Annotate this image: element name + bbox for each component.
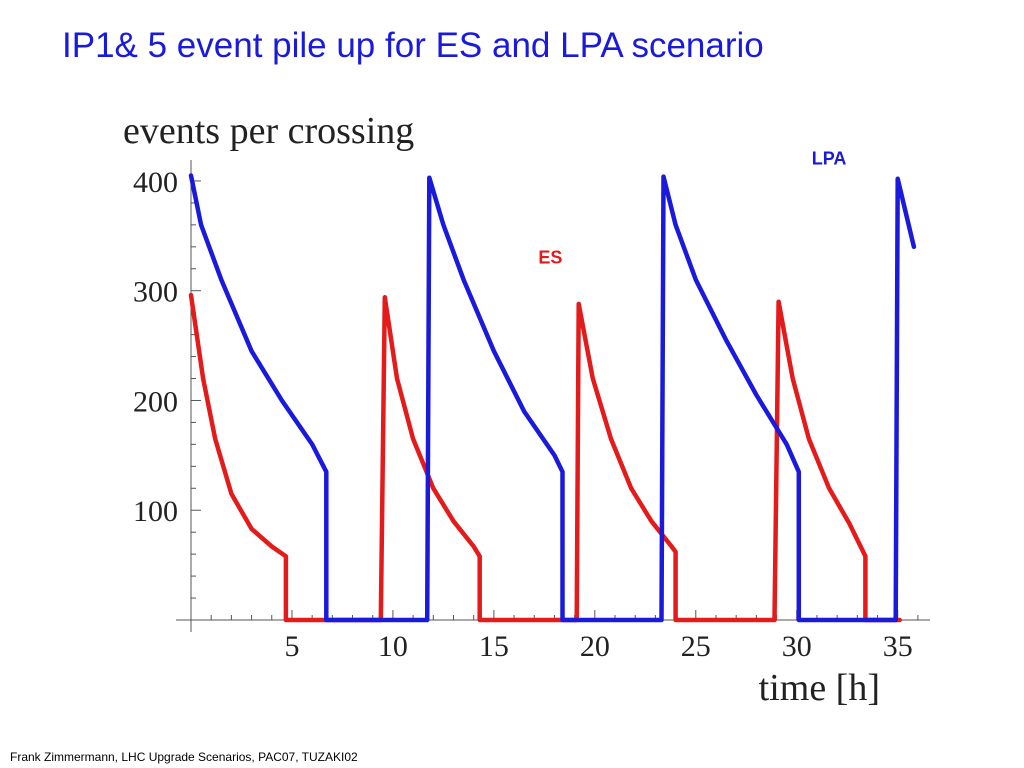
x-tick-label: 5 xyxy=(284,630,299,663)
x-tick-label: 25 xyxy=(681,630,711,663)
x-tick-label: 35 xyxy=(883,630,913,663)
y-tick-label: 300 xyxy=(133,276,178,309)
y-tick-label: 100 xyxy=(133,495,178,528)
series-line-es xyxy=(188,292,902,623)
annotations: LPA ES xyxy=(538,148,846,267)
chart-title: events per crossing xyxy=(123,110,414,152)
series-label-lpa: LPA xyxy=(812,148,847,168)
axes xyxy=(176,160,930,632)
x-tick-label: 30 xyxy=(782,630,812,663)
series-layer xyxy=(188,173,917,623)
x-tick-label: 10 xyxy=(378,630,408,663)
y-tick-label: 400 xyxy=(133,166,178,199)
y-tick-label: 200 xyxy=(133,385,178,418)
x-axis-label: time [h] xyxy=(759,667,880,709)
series-line-lpa xyxy=(188,173,917,623)
x-tick-label: 20 xyxy=(580,630,610,663)
slide-title: IP1& 5 event pile up for ES and LPA scen… xyxy=(62,26,764,65)
series-label-es: ES xyxy=(538,247,562,267)
tick-labels: 100 200 300 400 5 10 15 20 25 30 35 xyxy=(133,166,913,663)
footer-citation: Frank Zimmermann, LHC Upgrade Scenarios,… xyxy=(10,750,358,764)
x-tick-label: 15 xyxy=(479,630,509,663)
